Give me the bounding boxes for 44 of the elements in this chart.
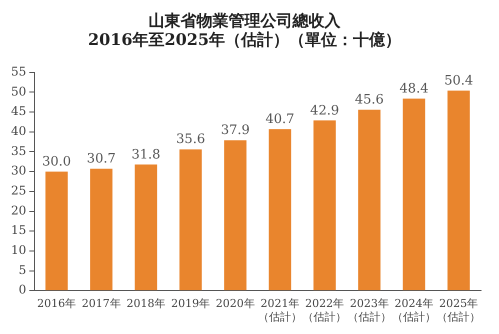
bar — [402, 98, 426, 290]
y-tick-label: 40 — [10, 124, 26, 138]
x-tick-label: 2025年（估計） — [436, 297, 481, 324]
x-tick-label: 2016年 — [37, 297, 76, 310]
bar — [45, 172, 68, 290]
y-tick-label: 45 — [10, 104, 26, 118]
data-label: 30.7 — [86, 152, 116, 167]
data-label: 30.0 — [42, 154, 72, 170]
data-label: 31.8 — [131, 147, 160, 162]
bar — [313, 120, 336, 290]
bar — [134, 164, 158, 290]
data-label: 45.6 — [354, 92, 384, 108]
y-tick-label: 25 — [10, 184, 26, 198]
data-label: 48.4 — [400, 81, 428, 96]
x-tick-label: 2024年（估計） — [392, 297, 436, 324]
y-tick-label: 50 — [10, 84, 26, 98]
y-tick-label: 35 — [10, 144, 26, 158]
x-tick-label: 2021年（估計） — [258, 297, 302, 324]
y-tick-label: 30 — [10, 164, 26, 178]
y-tick-label: 10 — [10, 243, 26, 258]
x-tick-label: 2023年（估計） — [347, 297, 392, 324]
x-tick-label: 2019年 — [171, 297, 210, 310]
bar — [358, 110, 380, 290]
bar — [179, 149, 202, 290]
y-tick-label: 55 — [10, 64, 26, 79]
data-label: 42.9 — [310, 103, 340, 118]
x-tick-label: 2018年 — [126, 297, 166, 310]
bar — [224, 140, 246, 290]
x-tick-label: 2017年 — [82, 297, 121, 310]
y-tick-label: 15 — [10, 223, 26, 238]
data-label: 40.7 — [265, 112, 294, 128]
data-label: 37.9 — [220, 123, 250, 138]
bar — [90, 168, 112, 290]
bar — [447, 90, 470, 290]
bar — [268, 129, 292, 290]
y-tick-label: 20 — [10, 203, 26, 218]
y-tick-label: 5 — [18, 262, 26, 277]
x-tick-label: 2020年 — [216, 297, 255, 310]
y-tick-label: 0 — [18, 282, 26, 297]
data-label: 35.6 — [176, 132, 206, 148]
x-tick-label: 2022年（估計） — [302, 297, 347, 324]
data-label: 50.4 — [444, 74, 474, 89]
text: 2016年至2025年（估計）（單位：十億） — [88, 30, 402, 49]
text: 山東省物業管理公司總收入 — [148, 10, 340, 30]
